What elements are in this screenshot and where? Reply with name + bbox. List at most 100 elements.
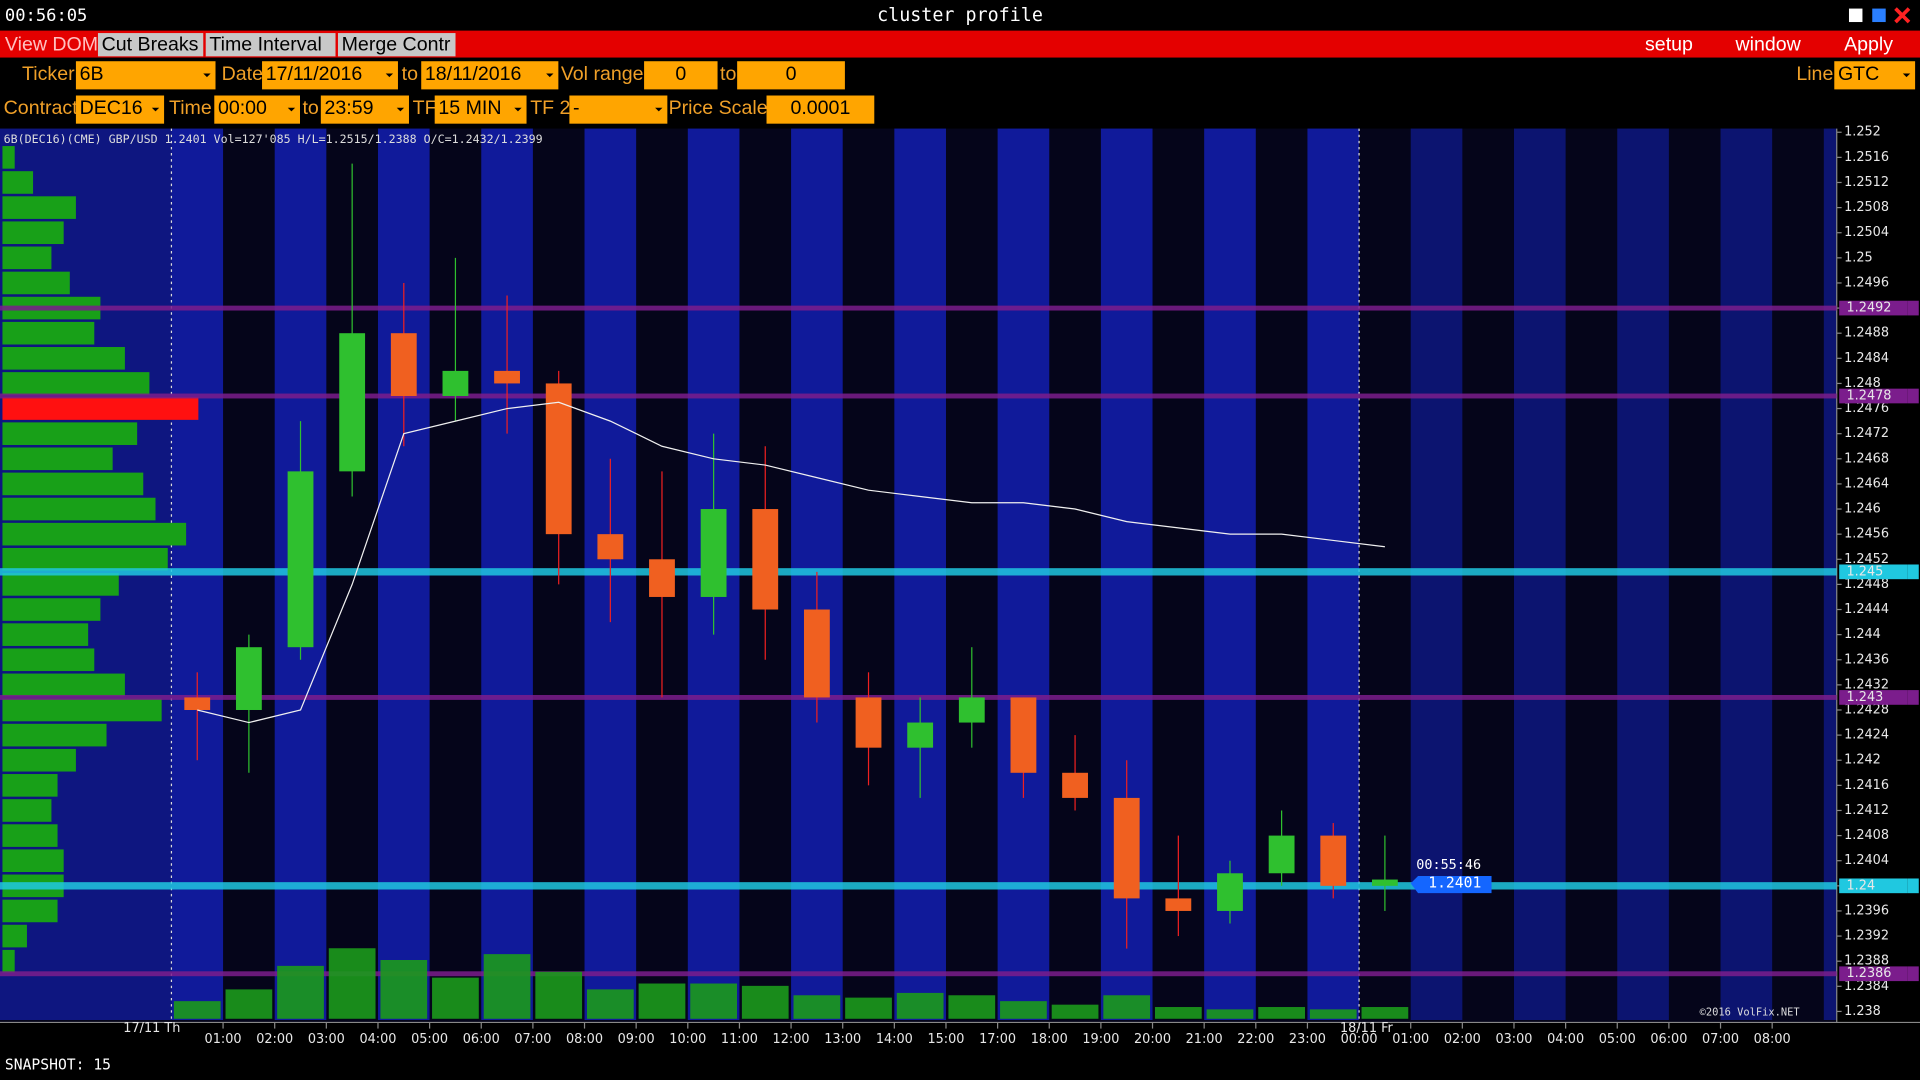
candle-body [494, 370, 520, 384]
y-tick-label: 1.2516 [1844, 150, 1889, 165]
field[interactable] [262, 61, 398, 90]
field-label: Vol range [561, 63, 644, 85]
level-label: 1.245 [1847, 564, 1884, 579]
tab-bg [205, 33, 336, 57]
x-tick-label: 21:00 [1186, 1032, 1223, 1047]
status-bar [0, 1050, 1920, 1080]
dropdown-arrow [396, 107, 405, 112]
x-tick-label: 00:00 [1341, 1032, 1378, 1047]
x-tick-label: 02:00 [1444, 1032, 1481, 1047]
field[interactable] [320, 95, 409, 124]
x-tick-label: 01:00 [1392, 1032, 1429, 1047]
level-tag [1839, 966, 1908, 982]
field-label: to [402, 63, 418, 85]
dropdown-arrow [151, 107, 160, 112]
volume-bar [1051, 1004, 1099, 1019]
candle-body [442, 370, 469, 396]
x-tick-label: 15:00 [927, 1032, 964, 1047]
tab[interactable]: Cut Breaks [102, 33, 199, 55]
candle-body [1320, 835, 1347, 886]
y-tick-label: 1.2464 [1844, 476, 1889, 491]
profile-bar [2, 723, 107, 747]
y-tick-label: 1.25 [1844, 250, 1873, 265]
level-g[interactable] [1907, 300, 1919, 316]
field[interactable] [1834, 61, 1916, 90]
volume-bar [690, 983, 737, 1019]
candle-body [1010, 697, 1037, 773]
x-tick-label: 03:00 [308, 1032, 345, 1047]
level-label: 1.2478 [1847, 389, 1892, 404]
x-tick-label: 02:00 [256, 1032, 293, 1047]
volume-bar [380, 960, 428, 1019]
profile-bar [2, 849, 64, 873]
vwap-line [197, 401, 1385, 724]
tab[interactable]: View DOM [5, 33, 98, 55]
y-tick-label: 1.2496 [1844, 275, 1889, 290]
field[interactable] [737, 61, 845, 90]
field-label: Line [1796, 63, 1833, 85]
level-g[interactable] [1907, 690, 1919, 705]
volume-bar [1258, 1007, 1305, 1019]
x-tick-label: 09:00 [618, 1032, 655, 1047]
profile-bar [2, 472, 144, 496]
y-tick-label: 1.2448 [1844, 577, 1889, 592]
x-tick-label: 19:00 [1082, 1032, 1119, 1047]
profile-bar [2, 497, 156, 521]
field-label: Date [222, 63, 263, 85]
x-tick-label: 14:00 [876, 1032, 913, 1047]
window-controls[interactable] [1848, 7, 1911, 24]
level-tag [1839, 878, 1908, 894]
candle-body [1165, 898, 1192, 911]
field[interactable] [644, 61, 718, 90]
profile-bar [2, 146, 15, 169]
level-g[interactable] [1907, 388, 1919, 404]
field[interactable] [214, 95, 300, 124]
candle-body [545, 383, 572, 535]
level-g[interactable] [1907, 966, 1919, 982]
y-tick-label: 1.2392 [1844, 929, 1889, 944]
field[interactable] [766, 95, 875, 124]
y-tick-label: 1.2444 [1844, 602, 1889, 617]
field[interactable] [75, 95, 165, 124]
x-tick-label: 04:00 [1547, 1032, 1584, 1047]
x-tick-label: 08:00 [1754, 1032, 1791, 1047]
x-tick-label: 18:00 [1031, 1032, 1068, 1047]
x-tick-label: 23:00 [1289, 1032, 1326, 1047]
level-g[interactable] [1907, 878, 1919, 894]
profile-bar [2, 321, 95, 345]
field[interactable] [569, 95, 668, 124]
menu-item[interactable]: Apply [1844, 33, 1893, 55]
menu-item[interactable]: window [1735, 33, 1802, 55]
y-tick-label: 1.2436 [1844, 652, 1889, 667]
field[interactable] [75, 61, 216, 90]
field-value: GTC [1838, 63, 1879, 85]
level-g[interactable] [1907, 564, 1919, 580]
y-tick-label: 1.2412 [1844, 803, 1889, 818]
x-tick-label: 22:00 [1237, 1032, 1274, 1047]
profile-bar [2, 372, 150, 395]
y-tick-label: 1.2396 [1844, 903, 1889, 918]
x-tick-label: 03:00 [1495, 1032, 1532, 1047]
volume-bar [793, 995, 841, 1019]
candle-body [1113, 797, 1140, 899]
level-tag [1839, 690, 1908, 705]
menu-item[interactable]: setup [1645, 33, 1693, 55]
field[interactable] [421, 61, 559, 90]
volume-bar [586, 989, 634, 1019]
y-tick-label: 1.2504 [1844, 225, 1889, 240]
tab-bg [337, 33, 456, 57]
field[interactable] [434, 95, 527, 124]
profile-bar [2, 673, 125, 697]
candle-body [907, 722, 934, 748]
profile-bar [2, 196, 76, 219]
y-tick-label: 1.2484 [1844, 351, 1889, 366]
tab[interactable]: Merge Contr [342, 33, 451, 55]
tab[interactable]: Time Interval [209, 33, 321, 55]
candle-body [1062, 772, 1088, 798]
volume-bar [277, 965, 324, 1019]
last-price-tag [1410, 876, 1492, 894]
y-tick-label: 1.238 [1844, 1004, 1881, 1019]
profile-bar [2, 598, 101, 621]
y-tick-label: 1.2508 [1844, 200, 1889, 215]
